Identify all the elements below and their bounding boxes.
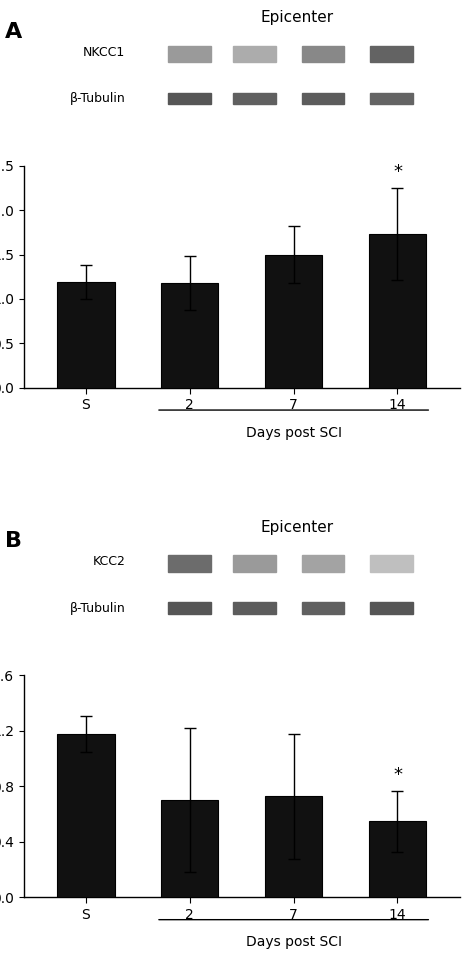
Text: β-Tubulin: β-Tubulin	[70, 601, 126, 615]
Bar	[265, 796, 322, 897]
Text: KCC2: KCC2	[92, 555, 126, 568]
Bar	[302, 93, 344, 104]
Text: A: A	[5, 21, 23, 41]
Bar	[233, 93, 276, 104]
Bar	[369, 821, 426, 897]
Bar	[233, 45, 276, 63]
Text: B: B	[5, 531, 22, 551]
Bar	[161, 283, 219, 388]
Text: Days post SCI: Days post SCI	[246, 426, 342, 440]
Text: NKCC1: NKCC1	[83, 45, 126, 59]
Bar	[265, 255, 322, 388]
Text: *: *	[393, 766, 402, 784]
Bar	[168, 555, 210, 572]
Bar	[161, 800, 219, 897]
Bar	[302, 555, 344, 572]
Bar	[369, 234, 426, 388]
Bar	[302, 602, 344, 614]
Title: Epicenter: Epicenter	[260, 519, 334, 535]
Bar	[57, 282, 115, 388]
Text: *: *	[393, 163, 402, 181]
Bar	[168, 602, 210, 614]
Bar	[233, 555, 276, 572]
Bar	[302, 45, 344, 63]
Text: β-Tubulin: β-Tubulin	[70, 92, 126, 105]
Bar	[233, 602, 276, 614]
Bar	[370, 602, 412, 614]
Bar	[370, 555, 412, 572]
Title: Epicenter: Epicenter	[260, 10, 334, 25]
Bar	[168, 45, 210, 63]
Bar	[57, 733, 115, 897]
Bar	[370, 93, 412, 104]
Bar	[370, 45, 412, 63]
Text: Days post SCI: Days post SCI	[246, 935, 342, 950]
Bar	[168, 93, 210, 104]
